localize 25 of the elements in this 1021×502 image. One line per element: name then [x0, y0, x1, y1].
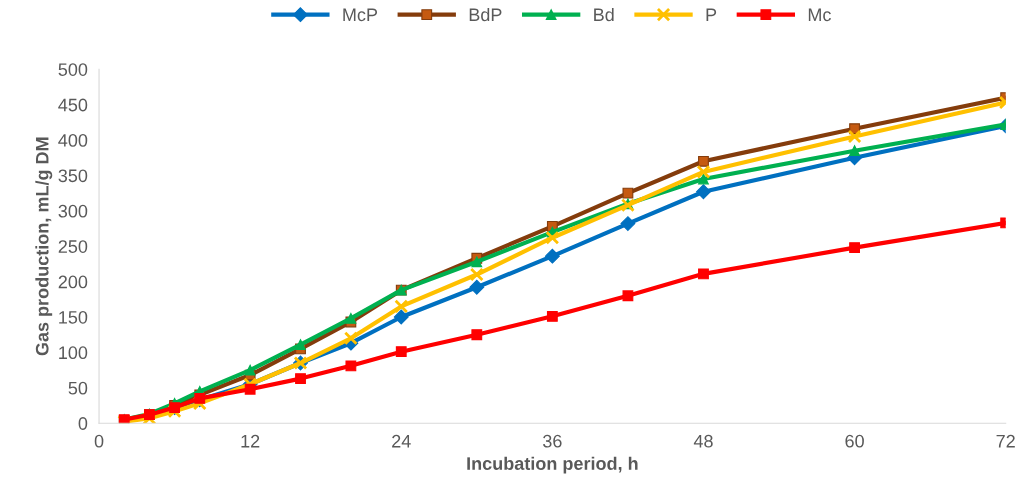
- y-tick-label: 50: [68, 381, 88, 395]
- x-tick-label: 48: [693, 434, 713, 448]
- x-tick-label: 24: [392, 434, 411, 448]
- x-tick-label: 60: [845, 434, 864, 448]
- y-tick-label: 300: [58, 204, 88, 218]
- y-tick-label: 350: [58, 169, 88, 183]
- y-tick-label: 400: [58, 133, 88, 147]
- y-tick-label: 100: [59, 346, 88, 360]
- y-tick-label: 200: [58, 275, 88, 289]
- x-tick-label: 12: [241, 434, 260, 448]
- y-axis-title: Gas production, mL/g DM: [35, 137, 53, 356]
- legend-label: Mc: [808, 8, 831, 22]
- y-tick-label: 0: [78, 417, 88, 430]
- x-axis-title: Incubation period, h: [467, 456, 638, 474]
- x-tick-label: 72: [996, 434, 1015, 448]
- legend-label: P: [706, 8, 717, 21]
- legend-label: Bd: [594, 7, 614, 22]
- y-tick-label: 250: [58, 240, 88, 253]
- y-tick-label: 150: [59, 310, 88, 324]
- x-tick-label: 0: [94, 434, 104, 448]
- y-tick-label: 500: [58, 63, 88, 76]
- legend-label: BdP: [469, 7, 502, 22]
- legend-label: McP: [343, 8, 378, 22]
- x-tick-label: 36: [543, 434, 562, 448]
- y-tick-label: 450: [58, 98, 88, 112]
